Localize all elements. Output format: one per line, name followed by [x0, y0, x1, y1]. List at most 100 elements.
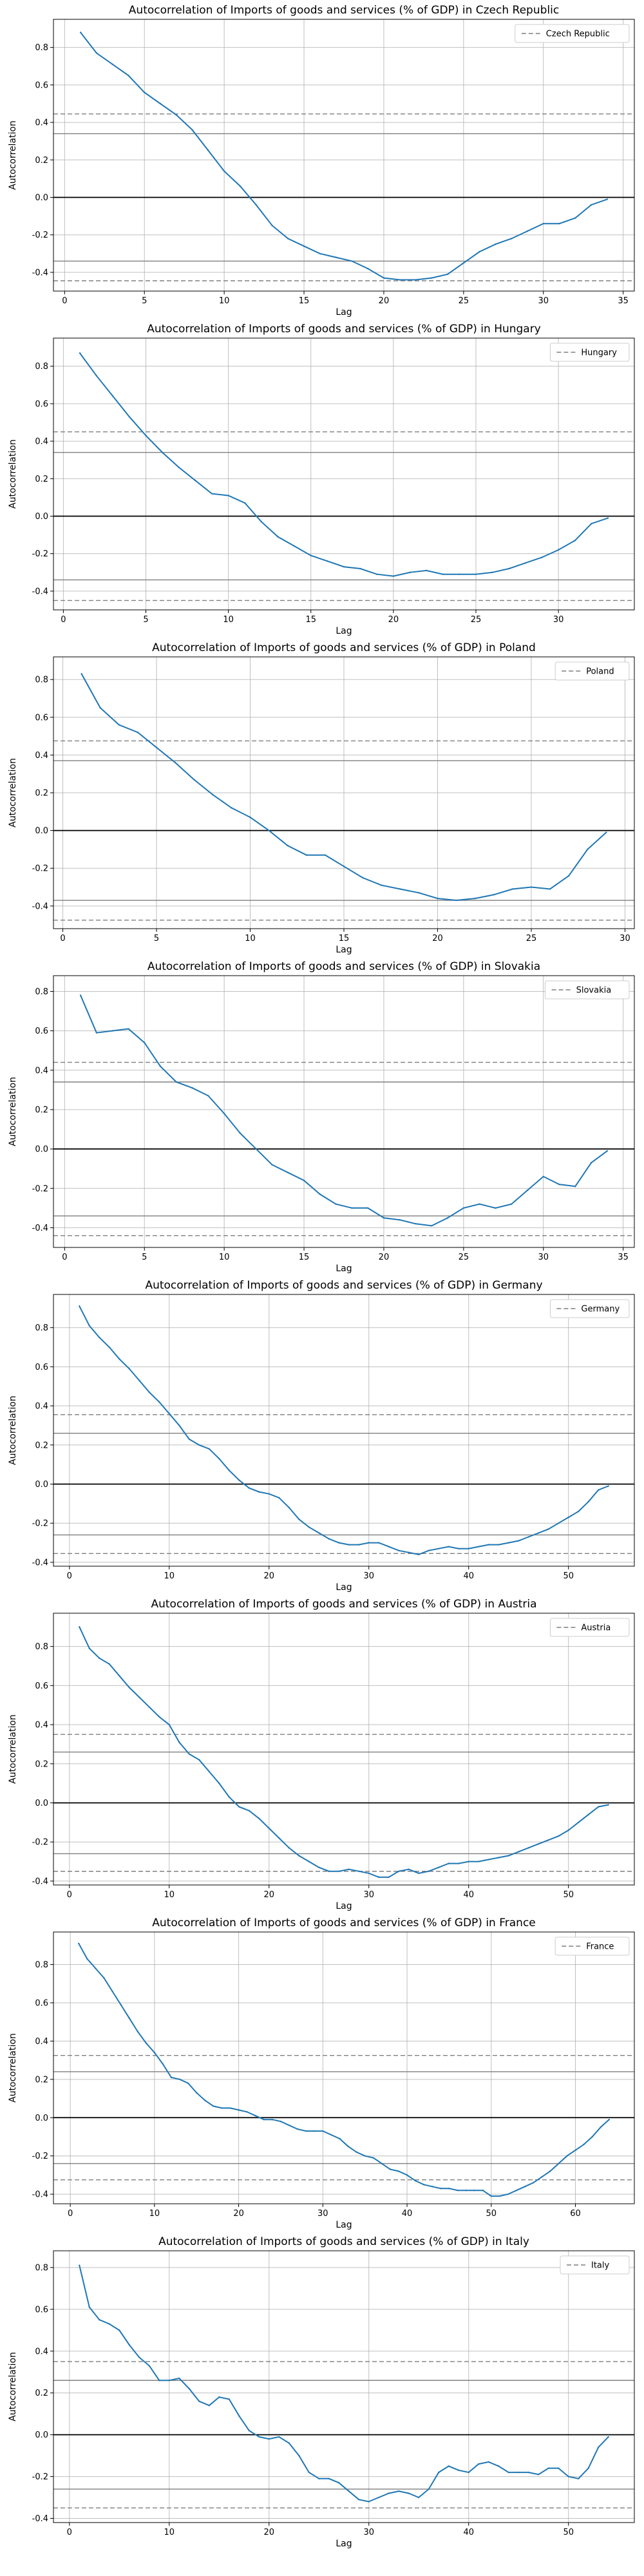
x-tick-label: 10	[219, 1253, 230, 1262]
data-point	[268, 1827, 270, 1830]
y-tick-label: 0.6	[35, 2305, 48, 2315]
data-point	[208, 1770, 210, 1773]
x-tick-label: 20	[432, 934, 443, 943]
data-point	[598, 2446, 600, 2448]
data-point	[338, 2482, 340, 2484]
y-tick-label: -0.2	[32, 231, 48, 240]
data-point	[442, 573, 444, 575]
y-tick-label: 0.2	[35, 1759, 48, 1769]
data-point	[408, 1551, 410, 1553]
data-point	[229, 2107, 231, 2109]
data-point	[207, 149, 209, 151]
data-point	[474, 897, 476, 900]
data-point	[399, 1218, 401, 1221]
data-point	[462, 1207, 465, 1209]
x-tick-label: 25	[459, 1253, 469, 1262]
data-point	[468, 2471, 469, 2474]
y-tick-label: 0.4	[35, 751, 48, 761]
data-point	[79, 2264, 80, 2266]
data-point	[238, 2109, 240, 2111]
data-point	[258, 1491, 260, 1493]
data-point	[343, 866, 345, 867]
data-point	[188, 1438, 190, 1440]
y-tick-label: 0.0	[35, 826, 48, 836]
chart-title: Autocorrelation of Imports of goods and …	[145, 1279, 542, 1292]
data-point	[79, 352, 81, 354]
data-point	[218, 1782, 220, 1785]
x-tick-label: 30	[363, 2528, 374, 2537]
data-point	[158, 2380, 160, 2382]
y-tick-label: 0.4	[35, 118, 48, 128]
data-point	[288, 1506, 290, 1509]
data-point	[538, 1532, 540, 1534]
data-point	[249, 816, 251, 819]
data-point	[298, 1518, 300, 1520]
data-point	[260, 521, 263, 523]
data-point	[541, 556, 543, 558]
data-point	[490, 2195, 492, 2197]
data-point	[526, 230, 529, 232]
chart-panel-5: Autocorrelation of Imports of goods and …	[8, 1598, 635, 1911]
chart-title: Autocorrelation of Imports of goods and …	[147, 323, 541, 336]
data-point	[448, 1862, 450, 1864]
data-point	[138, 2356, 140, 2358]
data-point	[351, 1207, 353, 1209]
data-point	[298, 2454, 300, 2457]
data-point	[498, 1544, 500, 1546]
data-point	[574, 540, 576, 542]
x-tick-label: 20	[388, 615, 399, 625]
data-point	[271, 224, 273, 227]
data-point	[465, 2189, 467, 2192]
data-point	[293, 545, 296, 547]
legend-label: Italy	[591, 2261, 610, 2271]
data-point	[542, 223, 544, 225]
data-point	[359, 567, 361, 570]
data-point	[515, 2189, 518, 2192]
data-point	[567, 1516, 569, 1519]
data-point	[137, 2031, 138, 2032]
x-axis-label: Lag	[336, 2220, 352, 2230]
x-tick-label: 20	[263, 2528, 274, 2537]
data-point	[478, 1861, 480, 1862]
legend: Czech Republic	[515, 24, 630, 43]
y-tick-label: -0.2	[32, 2152, 48, 2161]
data-point	[178, 1741, 180, 1743]
data-point	[591, 522, 592, 525]
data-point	[498, 2465, 500, 2467]
x-axis-label: Lag	[336, 2539, 352, 2549]
x-tick-label: 20	[263, 1890, 274, 1900]
data-point	[271, 2119, 274, 2121]
x-tick-label: 40	[402, 2209, 413, 2219]
y-tick-label: 0.0	[35, 512, 48, 522]
data-point	[258, 1817, 260, 1819]
data-point	[162, 2063, 164, 2065]
data-point	[88, 1647, 90, 1649]
data-point	[145, 435, 147, 437]
data-point	[138, 1696, 140, 1698]
y-tick-label: 0.4	[35, 1066, 48, 1075]
autocorrelation-series-line	[79, 2265, 609, 2503]
data-point	[438, 1548, 440, 1549]
data-point	[507, 2471, 509, 2474]
y-tick-label: 0.6	[35, 80, 48, 90]
data-point	[418, 2496, 420, 2499]
data-point	[567, 2476, 569, 2477]
axes-frame	[53, 1294, 635, 1567]
data-point	[108, 2323, 110, 2325]
data-point	[347, 2145, 349, 2148]
y-tick-label: 0.0	[35, 2114, 48, 2123]
autocorrelation-series-line	[78, 1943, 610, 2197]
data-point	[524, 2186, 526, 2188]
chart-panel-4: Autocorrelation of Imports of goods and …	[8, 1279, 635, 1593]
y-tick-label: 0.0	[35, 2430, 48, 2440]
data-point	[440, 2188, 442, 2190]
data-point	[415, 279, 417, 281]
data-point	[128, 75, 129, 77]
legend-label: Czech Republic	[546, 30, 610, 39]
legend-label: Poland	[586, 667, 614, 677]
data-point	[168, 2380, 170, 2382]
data-point	[473, 2189, 475, 2192]
data-point	[518, 1540, 520, 1542]
data-point	[305, 854, 308, 856]
data-point	[191, 1087, 193, 1089]
